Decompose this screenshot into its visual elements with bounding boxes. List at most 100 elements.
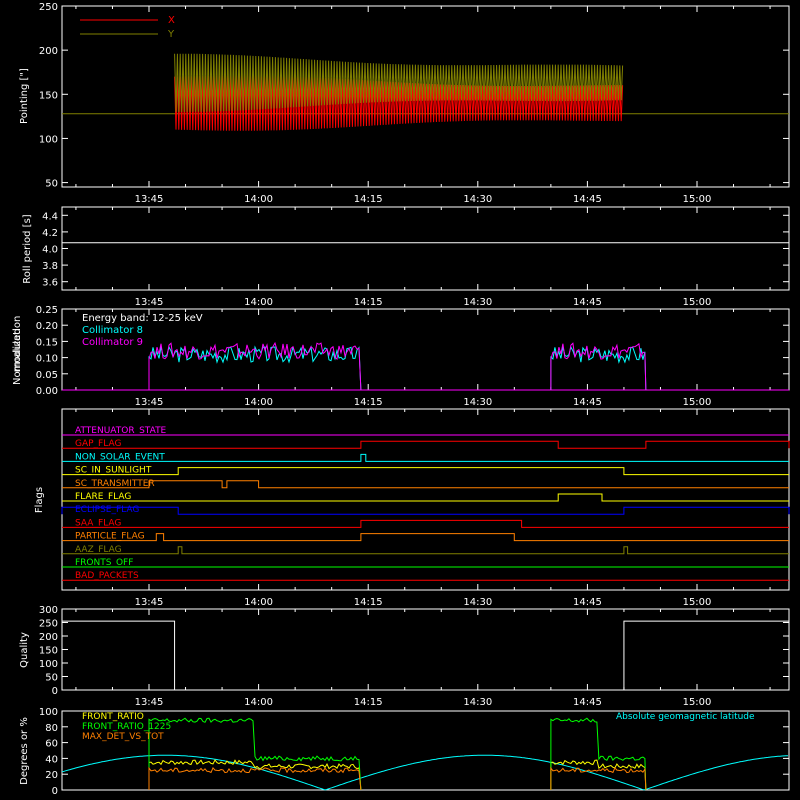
flag-label: FRONTS_OFF	[75, 558, 133, 568]
x-tick-label: 14:15	[354, 297, 383, 308]
flag-line-gap-flag	[62, 440, 790, 449]
pointing-panel: Pointing ["] 50 100 150 200 250 13:45 14:00 14…	[19, 2, 790, 205]
roll-period-xaxis: 13:45 14:00 14:15 14:30 14:45 15:00	[75, 207, 771, 308]
x-tick-label: 14:15	[354, 597, 383, 608]
roll-period-ylabel: Roll period [s]	[22, 214, 33, 283]
y-tick-label: 4.4	[42, 211, 58, 222]
flag-line-flare-flag	[62, 493, 789, 502]
flag-label: SC_TRANSMITTER	[75, 479, 155, 489]
x-tick-label: 14:15	[354, 194, 383, 205]
flag-label: ATTENUATOR_STATE	[75, 426, 167, 436]
flag-line-aaz-flag	[62, 546, 789, 555]
x-tick-label: 14:45	[573, 697, 602, 708]
flags-panel: Flags 13:45 14:00 14:15 14:30 14:45 15:00 ATT…	[34, 408, 790, 608]
energy-band-label: Energy band: 12-25 keV	[82, 313, 203, 324]
x-tick-label: 13:45	[135, 194, 164, 205]
pointing-series-y	[174, 53, 624, 113]
flag-line-non-solar-event	[62, 453, 789, 462]
ratio-series-front_ratio_1225	[148, 717, 362, 791]
x-tick-label: 13:45	[135, 697, 164, 708]
y-tick-label: 0.15	[36, 337, 58, 348]
flag-line-sc-transmitter	[62, 480, 789, 489]
ratios-panel: Degrees or % 0 20 40 60 80 100 FRONT_RATIO FR…	[19, 707, 790, 797]
x-tick-label: 15:00	[683, 697, 712, 708]
y-tick-label: 0.10	[36, 354, 58, 365]
flag-line-particle-flag	[62, 533, 789, 542]
modulation-collimator-9	[550, 342, 647, 391]
quality-ylabel: Quality	[19, 632, 30, 668]
flag-label: FLARE_FLAG	[75, 492, 131, 502]
modulation-ylabel-line2: modulation	[12, 316, 23, 373]
modulation-ylabel: Normalized modulation	[12, 316, 23, 385]
pointing-xaxis: 13:45 14:00 14:15 14:30 14:45 15:00	[75, 6, 771, 205]
x-tick-label: 14:30	[463, 697, 492, 708]
x-tick-label: 15:00	[683, 597, 712, 608]
flag-label: GAP_FLAG	[75, 439, 121, 449]
x-tick-label: 14:00	[244, 297, 273, 308]
ratio-series-front_ratio	[550, 759, 647, 791]
flag-label: BAD_PACKETS	[75, 571, 139, 581]
flag-label: ECLIPSE_FLAG	[75, 505, 139, 515]
pointing-series	[62, 53, 789, 131]
x-tick-label: 14:30	[463, 597, 492, 608]
modulation-series	[62, 341, 789, 391]
flags-series: ATTENUATOR_STATE GAP_FLAG NON_SOLAR_EVENT S…	[61, 426, 790, 581]
roll-period-yaxis: 3.6 3.8 4.0 4.2 4.4	[42, 211, 789, 289]
ratios-plot-frame	[61, 710, 790, 791]
y-tick-label: 0.05	[36, 370, 58, 381]
quality-yaxis: 0 50 100 150 200 250 300	[39, 605, 789, 697]
quality-xaxis: 13:45 14:00 14:15 14:30 14:45 15:00	[75, 609, 771, 708]
x-tick-label: 14:15	[354, 397, 383, 408]
flag-label: PARTICLE_FLAG	[75, 532, 145, 542]
x-tick-label: 14:45	[573, 597, 602, 608]
x-tick-label: 14:15	[354, 697, 383, 708]
ratio-series-front_ratio_1225	[550, 717, 647, 791]
x-tick-label: 14:00	[244, 697, 273, 708]
x-tick-label: 14:00	[244, 397, 273, 408]
legend-x-label: X	[168, 15, 175, 26]
ratio-series-max_det_vs_tot	[148, 766, 362, 791]
quality-panel: Quality 0 50 100 150 200 250 300 13:45 14:00 14:…	[19, 605, 790, 708]
quality-line	[62, 620, 789, 690]
y-tick-label: 50	[45, 179, 58, 190]
flag-label: SC_IN_SUNLIGHT	[75, 466, 152, 476]
y-tick-label: 40	[45, 754, 58, 765]
y-tick-label: 20	[45, 770, 58, 781]
ratio-series-max_det_vs_tot	[550, 766, 647, 791]
flags-ylabel: Flags	[34, 487, 45, 513]
y-tick-label: 0.20	[36, 321, 58, 332]
y-tick-label: 100	[39, 707, 58, 718]
x-tick-label: 14:45	[573, 397, 602, 408]
x-tick-label: 14:00	[244, 194, 273, 205]
flags-xaxis: 13:45 14:00 14:15 14:30 14:45 15:00	[75, 409, 771, 608]
x-tick-label: 13:45	[135, 297, 164, 308]
flag-label: AAZ_FLAG	[75, 545, 122, 555]
flags-plot-frame	[61, 408, 790, 591]
y-tick-label: 0.00	[36, 386, 58, 397]
ratio-series-front_ratio	[148, 759, 362, 791]
pointing-yaxis: 50 100 150 200 250	[39, 2, 789, 190]
modulation-collimator-9	[148, 341, 362, 391]
y-tick-label: 150	[39, 90, 58, 101]
y-tick-label: 150	[39, 646, 58, 657]
flag-line-eclipse-flag	[61, 506, 790, 515]
ratios-ylabel: Degrees or %	[19, 717, 30, 785]
y-tick-label: 100	[39, 134, 58, 145]
y-tick-label: 250	[39, 619, 58, 630]
y-tick-label: 200	[39, 46, 58, 57]
y-tick-label: 0	[52, 686, 58, 697]
y-tick-label: 60	[45, 739, 58, 750]
flag-label: SAA_FLAG	[75, 518, 121, 528]
y-tick-label: 80	[45, 723, 58, 734]
legend-collimator-9: Collimator 9	[82, 337, 143, 348]
legend-collimator-8: Collimator 8	[82, 325, 143, 336]
pointing-plot-frame	[61, 5, 790, 188]
x-tick-label: 14:30	[463, 194, 492, 205]
y-tick-label: 4.0	[42, 245, 58, 256]
y-tick-label: 3.6	[42, 278, 58, 289]
y-tick-label: 300	[39, 605, 58, 616]
legend-front-ratio: FRONT_RATIO	[82, 712, 144, 722]
modulation-panel: Normalized modulation 0.00 0.05 0.10 0.15 0.…	[12, 305, 790, 408]
